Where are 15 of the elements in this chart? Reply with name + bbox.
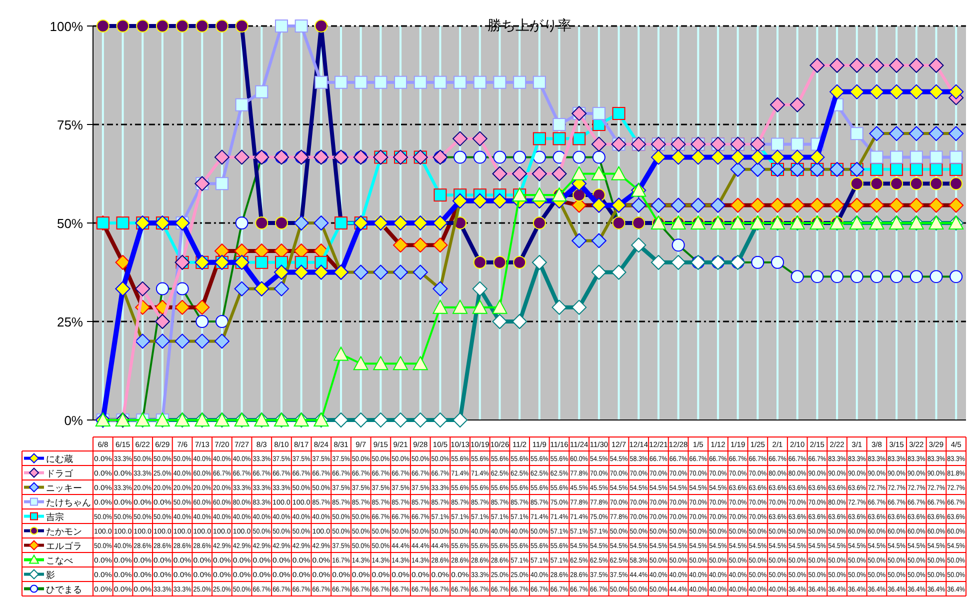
y-tick-label: 0% xyxy=(64,413,84,428)
legend-label: 吉宗 xyxy=(46,512,64,522)
legend-label: 影 xyxy=(46,570,55,580)
legend-label: たけちゃん xyxy=(46,497,91,508)
legend-label: たかモン xyxy=(46,526,82,536)
y-tick-label: 50% xyxy=(56,216,84,231)
legend-label: ひでまる xyxy=(46,584,82,594)
legend-label: エルゴラ xyxy=(46,540,82,551)
y-tick-label: 25% xyxy=(56,314,84,330)
y-tick-label: 100% xyxy=(50,19,84,34)
legend-label: ドラゴ xyxy=(46,468,74,478)
legend-label: こなべ xyxy=(46,555,73,566)
legend-label: ニッキー xyxy=(46,482,82,493)
y-tick-label: 75% xyxy=(56,118,84,132)
legend-label: にむ蔵 xyxy=(46,454,73,464)
